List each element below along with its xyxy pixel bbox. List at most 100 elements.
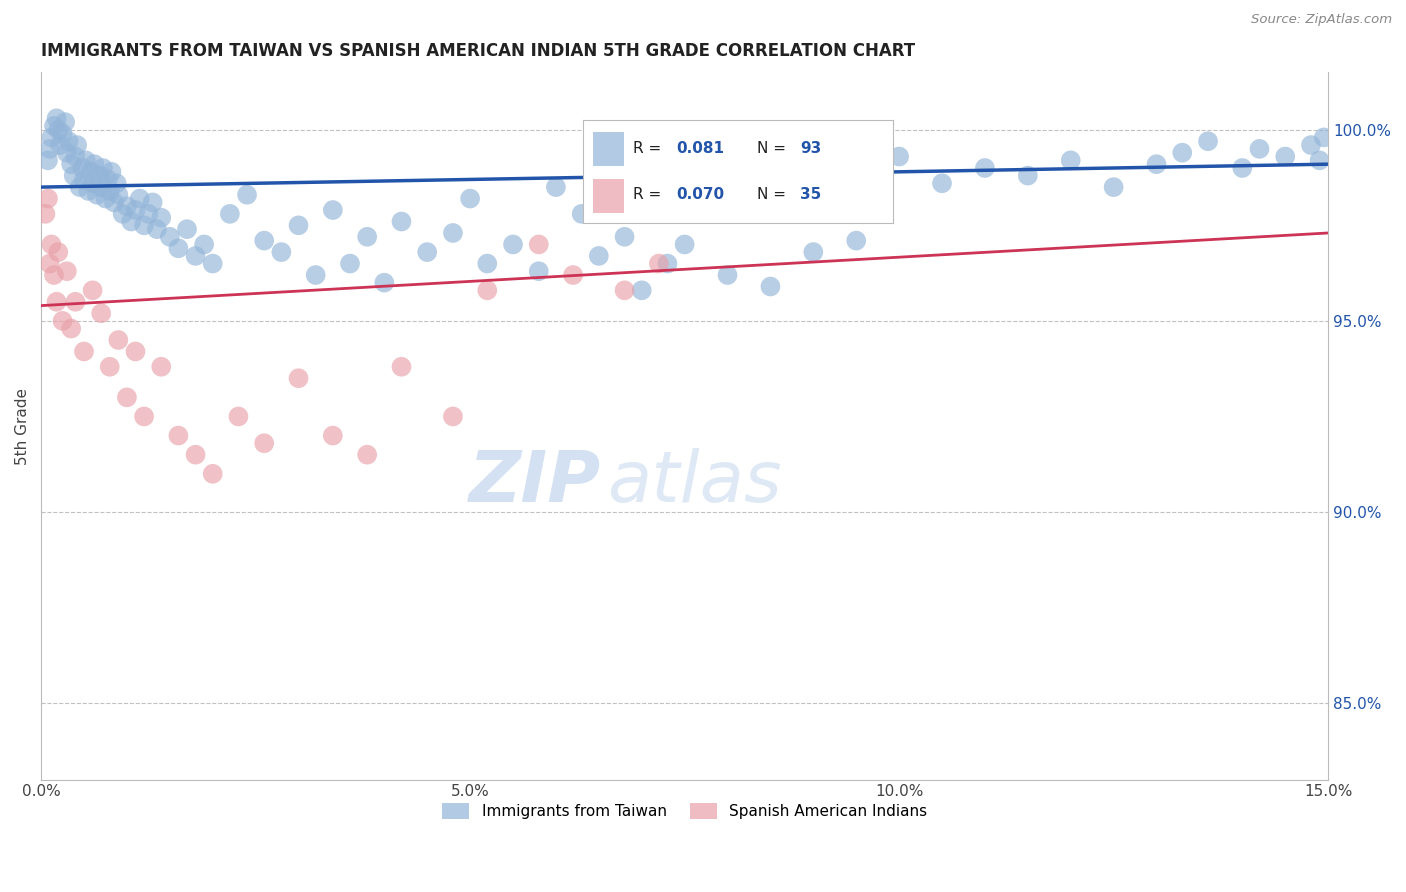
Point [1060, 153, 1083, 168]
Point [124, 344, 146, 359]
Point [38, 256, 60, 270]
Point [80, 165, 103, 179]
Point [37, 153, 59, 168]
Point [105, 176, 128, 190]
Point [1299, 138, 1322, 153]
Legend: Immigrants from Taiwan, Spanish American Indians: Immigrants from Taiwan, Spanish American… [436, 797, 934, 825]
Point [657, 256, 679, 270]
Point [562, 268, 585, 282]
Text: IMMIGRANTS FROM TAIWAN VS SPANISH AMERICAN INDIAN 5TH GRADE CORRELATION CHART: IMMIGRANTS FROM TAIWAN VS SPANISH AMERIC… [41, 42, 915, 60]
Point [544, 180, 567, 194]
Point [339, 256, 361, 270]
Point [49, 138, 72, 153]
Point [34, 207, 56, 221]
Point [42, 119, 65, 133]
Text: Source: ZipAtlas.com: Source: ZipAtlas.com [1251, 13, 1392, 27]
Point [75, 153, 97, 168]
Point [322, 428, 344, 442]
Point [115, 199, 138, 213]
Point [83, 157, 105, 171]
Point [107, 333, 129, 347]
Point [201, 256, 224, 270]
Point [65, 149, 87, 163]
Text: N =: N = [756, 141, 790, 156]
Point [176, 222, 198, 236]
Point [931, 176, 953, 190]
Point [56, 145, 79, 160]
Point [648, 256, 671, 270]
Point [1017, 169, 1039, 183]
Text: N =: N = [756, 187, 790, 202]
Point [82, 176, 104, 190]
Point [1274, 149, 1296, 163]
Point [356, 229, 378, 244]
Point [86, 187, 108, 202]
Point [94, 192, 117, 206]
Point [305, 268, 328, 282]
Point [132, 409, 155, 424]
Point [477, 256, 499, 270]
Point [253, 436, 276, 450]
Point [228, 409, 250, 424]
Point [287, 219, 309, 233]
Point [287, 371, 309, 385]
Point [89, 169, 111, 183]
Point [613, 229, 636, 244]
Point [184, 448, 207, 462]
Point [588, 249, 610, 263]
Point [51, 127, 73, 141]
Text: atlas: atlas [607, 448, 782, 517]
Point [124, 202, 146, 217]
Point [42, 268, 65, 282]
Point [527, 237, 550, 252]
Point [58, 134, 80, 148]
Point [373, 276, 395, 290]
Y-axis label: 5th Grade: 5th Grade [15, 387, 30, 465]
Point [167, 241, 190, 255]
Point [138, 207, 160, 221]
Text: R =: R = [633, 187, 666, 202]
Point [100, 165, 122, 179]
Point [236, 187, 259, 202]
Point [91, 161, 114, 175]
Bar [593, 179, 624, 212]
Point [107, 187, 129, 202]
Point [630, 283, 652, 297]
Point [45, 294, 67, 309]
Point [201, 467, 224, 481]
Text: 93: 93 [800, 141, 821, 156]
Point [115, 390, 138, 404]
Point [60, 157, 83, 171]
Point [46, 245, 69, 260]
Bar [593, 132, 624, 166]
Point [1197, 134, 1219, 148]
Point [845, 234, 868, 248]
Point [41, 130, 63, 145]
Point [887, 149, 910, 163]
Text: ZIP: ZIP [468, 448, 600, 517]
Point [132, 219, 155, 233]
Point [62, 169, 84, 183]
Point [1232, 161, 1254, 175]
Text: 35: 35 [800, 187, 821, 202]
Point [38, 142, 60, 156]
Point [759, 279, 782, 293]
Point [69, 180, 91, 194]
Point [441, 226, 464, 240]
Point [502, 237, 524, 252]
Point [801, 245, 824, 260]
Point [391, 214, 413, 228]
Point [1102, 180, 1125, 194]
Point [56, 264, 79, 278]
Point [46, 122, 69, 136]
Point [218, 207, 240, 221]
Point [128, 192, 150, 206]
Point [1309, 153, 1331, 168]
Point [60, 321, 83, 335]
Point [441, 409, 464, 424]
Point [167, 428, 190, 442]
Point [477, 283, 499, 297]
Point [146, 222, 169, 236]
Point [65, 294, 87, 309]
Point [72, 161, 94, 175]
